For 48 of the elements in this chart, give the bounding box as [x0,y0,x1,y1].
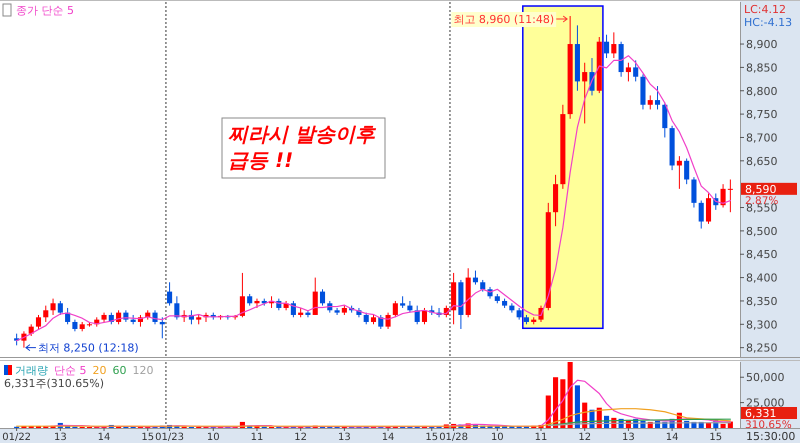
x-tick-label: 15 [425,432,438,443]
annotation: 6,331주(310.65%) [4,377,104,390]
y-tick-label: 25,000 [746,396,784,410]
text: 310.65% [745,419,792,431]
x-tick-label: 11 [250,432,264,443]
x-tick-label: 01/23 [155,432,184,443]
text: 단순 5 [54,364,86,377]
x-tick-label: 14 [666,432,678,443]
y-tick-label: 8,350 [746,294,778,308]
y-tick-label: 8,400 [746,272,778,285]
x-tick-label: 14 [98,432,110,443]
note-box: 찌라시 발송이후 급등 !! [222,118,386,178]
text: 종가 단순 5 [16,4,74,17]
y-tick-label: 8,450 [746,248,778,262]
text: 60 [112,364,126,377]
y-tick-label: 8,650 [746,154,778,168]
y-tick-label: 8,500 [746,224,778,238]
x-tick-label: 13 [622,432,635,443]
x-tick-label: 14 [382,432,394,443]
x-tick-label: 01/28 [439,432,468,443]
x-tick-label: 12 [294,432,308,443]
x-tick-label: 15 [709,432,722,443]
annotation: 최저 8,250 (12:18) [38,342,139,355]
y-tick-label: 8,700 [746,131,778,144]
x-tick-label: 13 [338,432,351,443]
y-tick-label: 8,850 [746,61,778,74]
y-tick-label: 8,250 [746,342,778,355]
x-tick-label: 10 [490,432,504,443]
x-tick-label: 10 [206,432,220,443]
annotation: 찌라시 발송이후 급등 !! [228,122,377,172]
x-tick-label: 12 [578,432,592,443]
y-tick-label: 8,800 [746,84,778,98]
x-tick-label: 13 [54,432,67,443]
y-tick-label: 50,000 [746,371,784,384]
y-tick-label: 8,300 [746,318,778,332]
x-tick-label: 11 [534,432,548,443]
last-value-tag: 6,331 [741,407,797,420]
y-tick-label: 8,750 [746,108,778,122]
text: HC:-4.13 [744,16,792,29]
last-value-tag: 8,590 [741,182,797,196]
text: 15:30:00 [746,430,796,443]
y-tick-label: 8,900 [746,38,778,52]
legend-label: 거래량 [15,364,48,377]
text: LC:4.12 [744,3,786,16]
x-tick-label: 01/22 [2,432,32,443]
text: 120 [132,364,154,377]
text: 20 [92,364,106,377]
x-tick-label: 15 [141,432,154,443]
